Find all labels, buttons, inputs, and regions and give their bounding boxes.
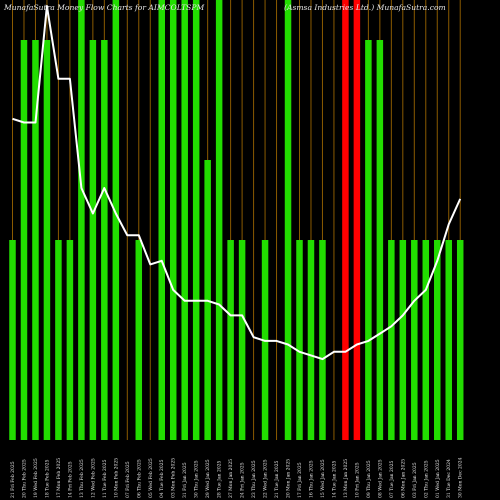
money-flow-bar <box>411 240 418 440</box>
money-flow-bar <box>227 240 234 440</box>
money-flow-bar <box>215 0 223 440</box>
x-tick-label: 27 Mon Jan 2025 <box>228 459 234 498</box>
x-tick-label: 16 Thu Jan 2025 <box>308 460 314 498</box>
x-tick-label: 19 Wed Feb 2025 <box>33 458 39 498</box>
x-tick-label: 23 Thu Jan 2025 <box>251 460 257 498</box>
x-tick-label: 07 Fri Feb 2025 <box>125 461 131 498</box>
money-flow-bar <box>101 40 108 440</box>
money-flow-bar <box>158 0 165 440</box>
x-tick-label: 04 Tue Feb 2025 <box>159 459 165 498</box>
money-flow-bar <box>78 0 85 440</box>
x-tick-label: 31 Tue Dec 2024 <box>446 459 452 498</box>
x-tick-label: 01 Wed Jan 2025 <box>435 459 441 498</box>
x-tick-label: 07 Tue Jan 2025 <box>389 460 395 498</box>
money-flow-bar <box>342 0 349 440</box>
x-tick-label: 29 Wed Jan 2025 <box>205 459 211 498</box>
x-tick-label: 21 Fri Feb 2025 <box>10 461 16 498</box>
x-tick-label: 14 Tue Jan 2025 <box>331 460 337 498</box>
x-tick-label: 22 Wed Jan 2025 <box>263 459 269 498</box>
x-tick-label: 06 Thu Feb 2025 <box>136 459 142 498</box>
x-tick-label: 08 Wed Jan 2025 <box>377 459 383 498</box>
money-flow-bar <box>376 40 384 440</box>
money-flow-bar <box>388 240 395 440</box>
x-tick-label: 17 Mon Feb 2025 <box>56 458 62 498</box>
x-tick-label: 13 Thu Feb 2025 <box>79 459 85 498</box>
money-flow-bar <box>112 0 120 440</box>
money-flow-bar <box>445 240 452 440</box>
money-flow-bar <box>456 240 464 440</box>
money-flow-bar <box>181 0 188 440</box>
x-axis-tick-labels: 21 Fri Feb 2025 20 Thu Feb 2025 19 Wed Feb… <box>10 457 464 498</box>
x-tick-label: 18 Tue Feb 2025 <box>44 459 50 498</box>
x-tick-label: 12 Wed Feb 2025 <box>90 458 96 498</box>
x-tick-label: 14 Fri Feb 2025 <box>67 461 73 498</box>
money-flow-bar <box>319 240 326 440</box>
money-flow-bar <box>307 240 315 440</box>
x-tick-label: 20 Mon Jan 2025 <box>286 459 292 498</box>
x-tick-label: 15 Wed Jan 2025 <box>320 459 326 498</box>
x-tick-label: 17 Fri Jan 2025 <box>297 462 303 498</box>
money-flow-bar <box>284 0 292 440</box>
x-tick-label: 10 Fri Jan 2025 <box>354 462 360 498</box>
money-flow-bar <box>296 240 303 440</box>
money-flow-bar <box>422 240 430 440</box>
money-flow-bar <box>32 40 39 440</box>
x-tick-label: 03 Mon Feb 2025 <box>171 458 177 498</box>
x-tick-label: 21 Tue Jan 2025 <box>274 460 280 498</box>
x-tick-label: 13 Mon Jan 2025 <box>343 459 349 498</box>
money-flow-bar <box>399 240 407 440</box>
chart-title-right: (Asmsa Industries Ltd.) MunafaSutra.com <box>284 3 446 12</box>
money-flow-bar <box>353 0 361 440</box>
x-tick-label: 31 Fri Jan 2025 <box>182 462 188 498</box>
price-line <box>12 5 462 361</box>
money-flow-bar <box>9 240 16 440</box>
x-tick-label: 24 Fri Jan 2025 <box>240 462 246 498</box>
x-tick-label: 09 Thu Jan 2025 <box>366 460 372 498</box>
x-tick-label: 11 Tue Feb 2025 <box>102 459 108 498</box>
x-tick-label: 03 Fri Jan 2025 <box>412 462 418 498</box>
money-flow-bar <box>434 240 441 440</box>
x-tick-label: 02 Thu Jan 2025 <box>423 460 429 498</box>
x-tick-label: 28 Tue Jan 2025 <box>217 460 223 498</box>
x-tick-label: 20 Thu Feb 2025 <box>21 459 27 498</box>
money-flow-bar <box>66 240 74 440</box>
chart-title-left: MunafaSutra Money Flow Charts for AIMCOL… <box>3 3 204 12</box>
money-flow-bar <box>238 240 246 440</box>
money-flow-bar <box>55 240 62 440</box>
x-tick-label: 06 Mon Jan 2025 <box>400 459 406 498</box>
x-tick-label: 10 Mon Feb 2025 <box>113 458 119 498</box>
money-flow-bar <box>43 40 51 440</box>
money-flow-bar <box>365 40 372 440</box>
x-tick-label: 05 Wed Feb 2025 <box>148 458 154 498</box>
money-flow-bar <box>169 0 177 440</box>
x-tick-label: 30 Thu Jan 2025 <box>194 460 200 498</box>
x-tick-label: 30 Mon Dec 2024 <box>458 457 464 498</box>
money-flow-bar <box>20 40 28 440</box>
money-flow-bar <box>89 40 97 440</box>
money-flow-bar <box>135 240 143 440</box>
money-flow-bar <box>192 0 200 440</box>
